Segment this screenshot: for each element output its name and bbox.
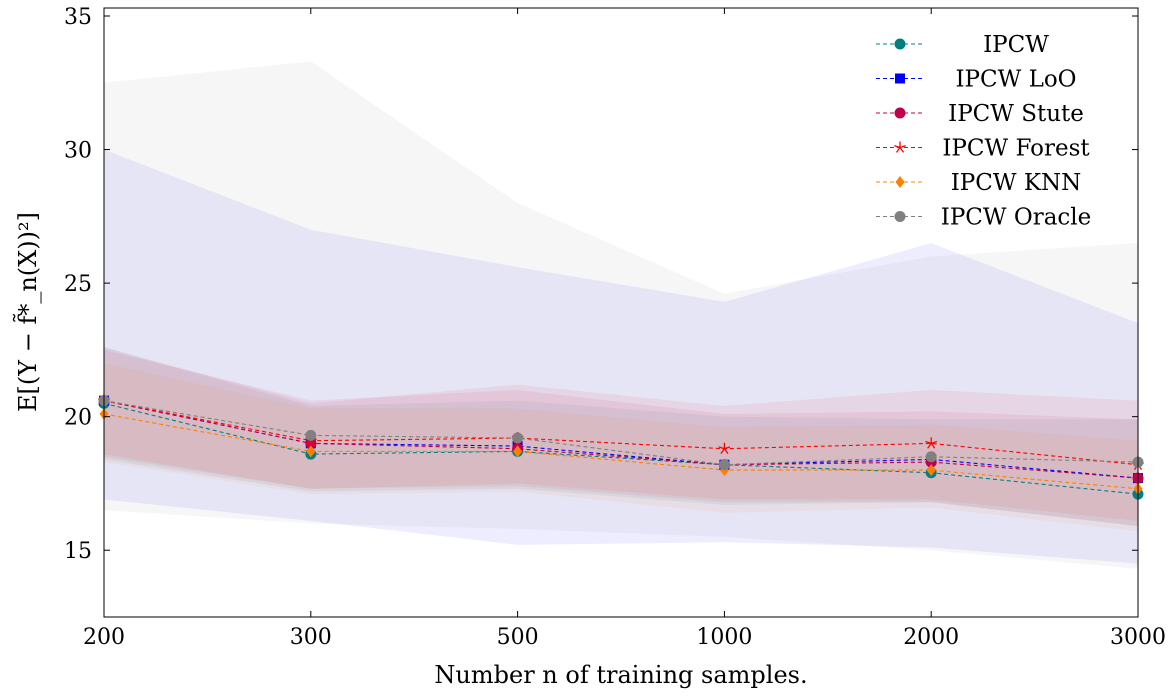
series-markers (98, 394, 1144, 500)
legend-marker (894, 211, 906, 222)
line-ipcw-stute (103, 400, 1139, 479)
line-ipcw-oracle (103, 400, 1139, 466)
legend-marker (894, 38, 906, 50)
x-tick-label: 2000 (903, 625, 959, 650)
point-ipcw-oracle (305, 429, 317, 441)
plot-frame (103, 7, 1139, 618)
y-tick-label: 30 (64, 139, 92, 164)
x-tick-label: 500 (497, 625, 539, 650)
legend-marker (895, 176, 905, 188)
band-ipcw (104, 347, 1138, 527)
point-ipcw-oracle (925, 451, 937, 463)
point-ipcw-stute (305, 437, 317, 449)
line-ipcw-forest (103, 400, 1139, 466)
band-ipcw-oracle (104, 61, 1138, 569)
x-tick-label: 1000 (696, 625, 752, 650)
legend-label: IPCW Oracle (941, 205, 1092, 231)
point-ipcw-forest (925, 437, 938, 449)
x-tick-label: 200 (83, 625, 125, 650)
point-ipcw-forest (718, 442, 731, 454)
point-ipcw-knn (306, 445, 316, 458)
point-ipcw-knn (513, 445, 523, 458)
series-lines (103, 400, 1139, 495)
legend-marker (894, 141, 906, 153)
legend-marker (895, 73, 905, 84)
band-ipcw-forest (104, 347, 1138, 521)
band-ipcw-knn (104, 363, 1138, 532)
axis-ticks: 200 300 500 1000 2000 3000 15 20 25 30 35 (64, 5, 1166, 650)
point-ipcw-oracle (512, 432, 524, 444)
y-tick-label: 20 (64, 406, 92, 431)
legend: IPCW IPCW LoO IPCW Stute IPCW Forest IPCW KN… (876, 32, 1091, 231)
point-ipcw-knn (926, 464, 936, 477)
legend-label: IPCW LoO (955, 67, 1076, 93)
legend-marker (894, 107, 906, 119)
y-tick-label: 25 (64, 272, 92, 297)
legend-label: IPCW Forest (942, 136, 1090, 162)
y-tick-label: 15 (64, 539, 92, 564)
legend-label: IPCW (983, 32, 1049, 58)
y-tick-label: 35 (64, 5, 92, 30)
legend-label: IPCW KNN (951, 170, 1082, 196)
band-ipcw-stute (104, 349, 1138, 527)
x-tick-label: 3000 (1110, 625, 1166, 650)
confidence-bands (104, 61, 1138, 569)
point-ipcw-oracle (718, 459, 730, 471)
band-ipcw-loo (104, 149, 1138, 564)
x-axis-label: Number n of training samples. (434, 661, 807, 689)
line-ipcw-knn (103, 413, 1139, 490)
x-tick-label: 300 (290, 625, 332, 650)
y-axis-label: E[(Y − f̃*_n(X))²] (13, 212, 42, 412)
legend-label: IPCW Stute (948, 101, 1084, 127)
